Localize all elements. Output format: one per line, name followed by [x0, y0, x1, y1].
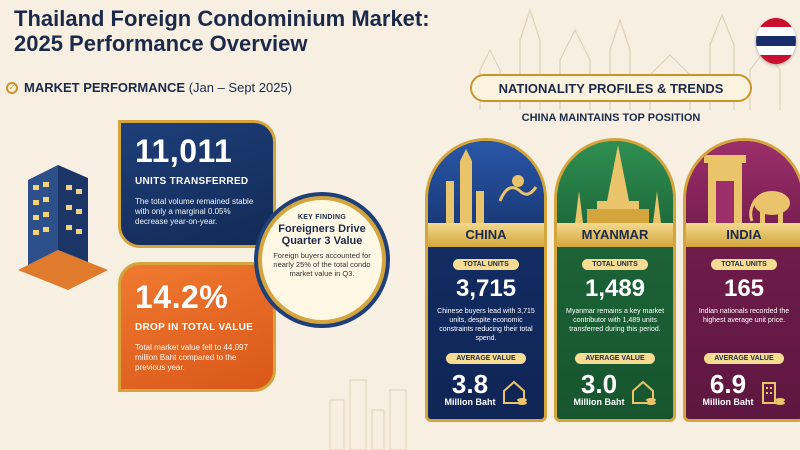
value-drop-description: Total market value fell to 44,097 millio… — [135, 343, 248, 372]
title-line-2: 2025 Performance Overview — [14, 31, 308, 56]
country-card-china: CHINA TOTAL UNITS 3,715 Chinese buyers l… — [425, 138, 547, 422]
check-circle-icon: ✓ — [6, 81, 18, 94]
total-units-myanmar: 1,489 — [584, 275, 646, 302]
average-unit-myanmar: Million Baht — [573, 397, 625, 407]
nationality-subtitle: CHINA MAINTAINS TOP POSITION — [521, 112, 701, 124]
country-card-india: INDIA TOTAL UNITS 165 Indian nationals r… — [683, 138, 800, 422]
market-performance-title: MARKET PERFORMANCE — [24, 80, 186, 95]
building-coins-icon — [761, 382, 785, 405]
country-name-myanmar: MYANMAR — [557, 223, 673, 247]
thailand-flag-icon — [756, 18, 796, 64]
average-unit-india: Million Baht — [702, 397, 754, 407]
average-value-label-india: AVERAGE VALUE — [704, 353, 784, 364]
nationality-banner: NATIONALITY PROFILES & TRENDS — [470, 74, 752, 102]
total-units-label-myanmar: TOTAL UNITS — [582, 259, 648, 270]
page-title: Thailand Foreign Condominium Market: 202… — [14, 6, 534, 56]
average-value-label-myanmar: AVERAGE VALUE — [575, 353, 655, 364]
india-gate-elephant-icon — [686, 141, 800, 223]
units-transferred-description: The total volume remained stable with on… — [135, 197, 254, 226]
key-finding-body: Foreign buyers accounted for nearly 25% … — [273, 251, 371, 278]
description-india: Indian nationals recorded the highest av… — [698, 308, 790, 324]
condo-building-icon — [18, 165, 108, 290]
house-coins-icon — [631, 380, 656, 405]
average-value-china: 3.8 — [451, 369, 489, 399]
key-finding-badge: KEY FINDING Foreigners Drive Quarter 3 V… — [258, 196, 386, 324]
country-name-india: INDIA — [686, 223, 800, 247]
units-transferred-label: UNITS TRANSFERRED — [135, 176, 249, 187]
market-performance-header: ✓ MARKET PERFORMANCE (Jan – Sept 2025) — [6, 80, 292, 95]
country-card-myanmar: MYANMAR TOTAL UNITS 1,489 Myanmar remain… — [554, 138, 676, 422]
units-transferred-card: 11,011 UNITS TRANSFERRED The total volum… — [118, 120, 276, 248]
units-transferred-value: 11,011 — [135, 133, 233, 169]
average-value-india: 6.9 — [709, 369, 747, 399]
average-unit-china: Million Baht — [444, 397, 496, 407]
average-value-label-china: AVERAGE VALUE — [446, 353, 526, 364]
city-skyline-decoration — [329, 379, 407, 450]
china-skyline-dragon-icon — [428, 141, 544, 223]
market-performance-period: (Jan – Sept 2025) — [188, 80, 293, 95]
total-units-label-india: TOTAL UNITS — [711, 259, 777, 270]
house-coins-icon — [502, 380, 527, 405]
key-finding-tag: KEY FINDING — [297, 214, 347, 221]
total-units-india: 165 — [723, 275, 765, 302]
country-name-china: CHINA — [428, 223, 544, 247]
value-drop-label: DROP IN TOTAL VALUE — [135, 322, 254, 333]
value-drop-card: 14.2% DROP IN TOTAL VALUE Total market v… — [118, 262, 276, 392]
average-value-myanmar: 3.0 — [580, 369, 618, 399]
total-units-china: 3,715 — [455, 275, 517, 302]
description-china: Chinese buyers lead with 3,715 units, de… — [437, 308, 535, 342]
myanmar-pagoda-icon — [557, 141, 673, 223]
value-drop-value: 14.2% — [135, 279, 229, 315]
title-line-1: Thailand Foreign Condominium Market: — [14, 6, 430, 31]
key-finding-headline: Foreigners Drive Quarter 3 Value — [278, 223, 366, 247]
description-myanmar: Myanmar remains a key market contributor… — [565, 308, 665, 333]
total-units-label-china: TOTAL UNITS — [453, 259, 519, 270]
